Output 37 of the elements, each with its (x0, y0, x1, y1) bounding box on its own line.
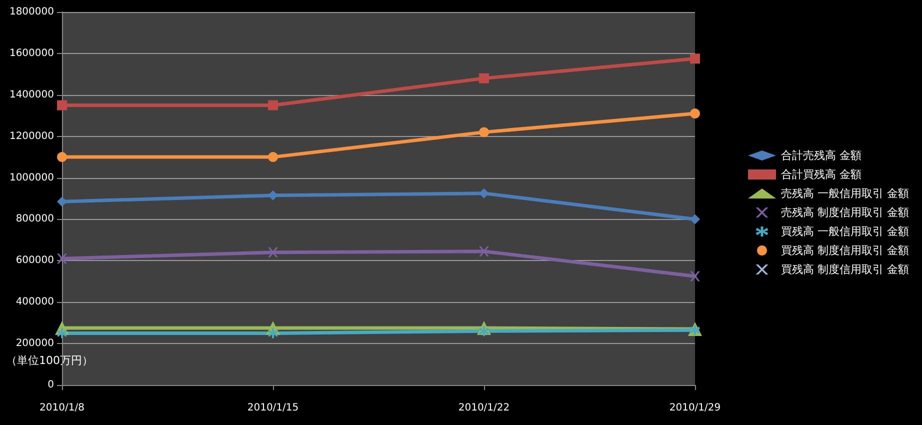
x-tick-label: 2010/1/8 (40, 402, 84, 414)
point (268, 247, 278, 258)
point (268, 190, 278, 200)
x-tick-label: 2010/1/22 (458, 402, 510, 414)
point (57, 254, 67, 264)
point (268, 152, 278, 162)
y-tick-label: 0 (48, 380, 54, 390)
point (690, 271, 700, 282)
y-tick-label: 600000 (16, 255, 54, 266)
y-tick-label: 1400000 (9, 89, 54, 100)
point (479, 246, 489, 256)
point (690, 108, 700, 119)
y-tick-label: 1600000 (9, 48, 54, 59)
x-tick-label: 2010/1/15 (247, 402, 299, 414)
legend-label: 合計買残高 金額 (781, 168, 862, 181)
y-tick-label: 200000 (16, 338, 54, 350)
legend-label: 買残高 制度信用取引 金額 (781, 244, 910, 257)
point (479, 127, 489, 138)
legend-label: 合計売残高 金額 (781, 149, 862, 162)
y-tick-label: 800000 (16, 214, 54, 225)
point (268, 100, 278, 110)
y-tick-label: 1200000 (9, 130, 54, 142)
legend-label: 買残高 制度信用取引 金額 (781, 263, 910, 276)
point (57, 152, 67, 162)
point (479, 73, 489, 84)
point (690, 214, 700, 224)
y-tick-label: 400000 (16, 296, 54, 308)
legend-label: 買残高 一般信用取引 金額 (781, 225, 910, 238)
point (57, 196, 67, 207)
y-tick-label: 1000000 (9, 172, 54, 184)
x-tick-label: 2010/1/29 (669, 402, 721, 414)
point (57, 100, 67, 110)
legend-label: 売残高 制度信用取引 金額 (781, 206, 910, 219)
point (479, 188, 489, 198)
point (690, 54, 700, 64)
y-tick-label: 1800000 (9, 6, 54, 18)
legend-label: 売残高 一般信用取引 金額 (781, 187, 910, 200)
